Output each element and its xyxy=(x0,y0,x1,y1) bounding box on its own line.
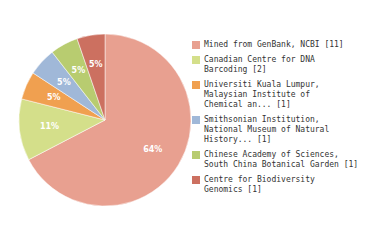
svg-text:64%: 64% xyxy=(143,145,162,154)
html-text:Centre for Biodiversity Genomi: Centre for Biodiversity Genomics [1] xyxy=(204,175,315,194)
html-text:Universiti Kuala Lumpur, Malay: Universiti Kuala Lumpur, Malaysian Insti… xyxy=(204,80,320,109)
html-text:Mined from GenBank, NCBI [11]: Mined from GenBank, NCBI [11] xyxy=(204,40,344,49)
svg-text:5%: 5% xyxy=(57,78,71,87)
svg-text:5%: 5% xyxy=(89,60,103,69)
html-text:Smithsonian Institution, Natio: Smithsonian Institution, National Museum… xyxy=(204,115,330,144)
html-text:Chinese Academy of Sciences, S: Chinese Academy of Sciences, South China… xyxy=(204,150,359,169)
svg-text:5%: 5% xyxy=(47,93,61,102)
svg-text:5%: 5% xyxy=(72,66,86,75)
svg-text:11%: 11% xyxy=(40,122,59,131)
html-text:Canadian Centre for DNA Barcod: Canadian Centre for DNA Barcoding [2] xyxy=(204,55,315,74)
